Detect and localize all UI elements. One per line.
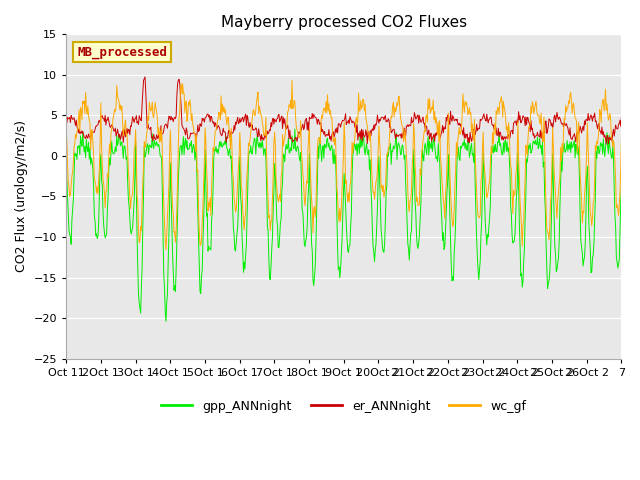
gpp_ANNnight <box>258 144 266 150</box>
wc_gf <box>618 135 625 141</box>
er_ANNnight <box>602 141 610 147</box>
wc_gf <box>403 153 410 158</box>
Line: er_ANNnight: er_ANNnight <box>66 77 621 144</box>
gpp_ANNnight <box>62 144 70 149</box>
er_ANNnight <box>279 126 287 132</box>
Line: wc_gf: wc_gf <box>66 80 621 250</box>
er_ANNnight <box>141 74 149 80</box>
er_ANNnight <box>127 123 135 129</box>
wc_gf <box>62 127 70 133</box>
Line: gpp_ANNnight: gpp_ANNnight <box>66 129 621 321</box>
gpp_ANNnight <box>434 159 442 165</box>
er_ANNnight <box>258 132 266 137</box>
er_ANNnight <box>402 133 410 139</box>
Y-axis label: CO2 Flux (urology/m2/s): CO2 Flux (urology/m2/s) <box>15 120 28 273</box>
wc_gf <box>288 77 296 83</box>
gpp_ANNnight <box>291 126 299 132</box>
er_ANNnight <box>230 123 238 129</box>
wc_gf <box>127 195 135 201</box>
gpp_ANNnight <box>127 231 135 237</box>
er_ANNnight <box>62 120 70 125</box>
Legend: gpp_ANNnight, er_ANNnight, wc_gf: gpp_ANNnight, er_ANNnight, wc_gf <box>156 395 531 418</box>
gpp_ANNnight <box>162 318 170 324</box>
wc_gf <box>434 132 442 137</box>
gpp_ANNnight <box>230 232 238 238</box>
gpp_ANNnight <box>618 183 625 189</box>
wc_gf <box>162 247 170 252</box>
wc_gf <box>279 132 287 138</box>
wc_gf <box>258 113 266 119</box>
er_ANNnight <box>618 114 625 120</box>
Text: MB_processed: MB_processed <box>77 45 167 59</box>
gpp_ANNnight <box>403 199 410 204</box>
Title: Mayberry processed CO2 Fluxes: Mayberry processed CO2 Fluxes <box>221 15 467 30</box>
er_ANNnight <box>433 130 441 135</box>
wc_gf <box>230 195 238 201</box>
gpp_ANNnight <box>279 180 287 185</box>
